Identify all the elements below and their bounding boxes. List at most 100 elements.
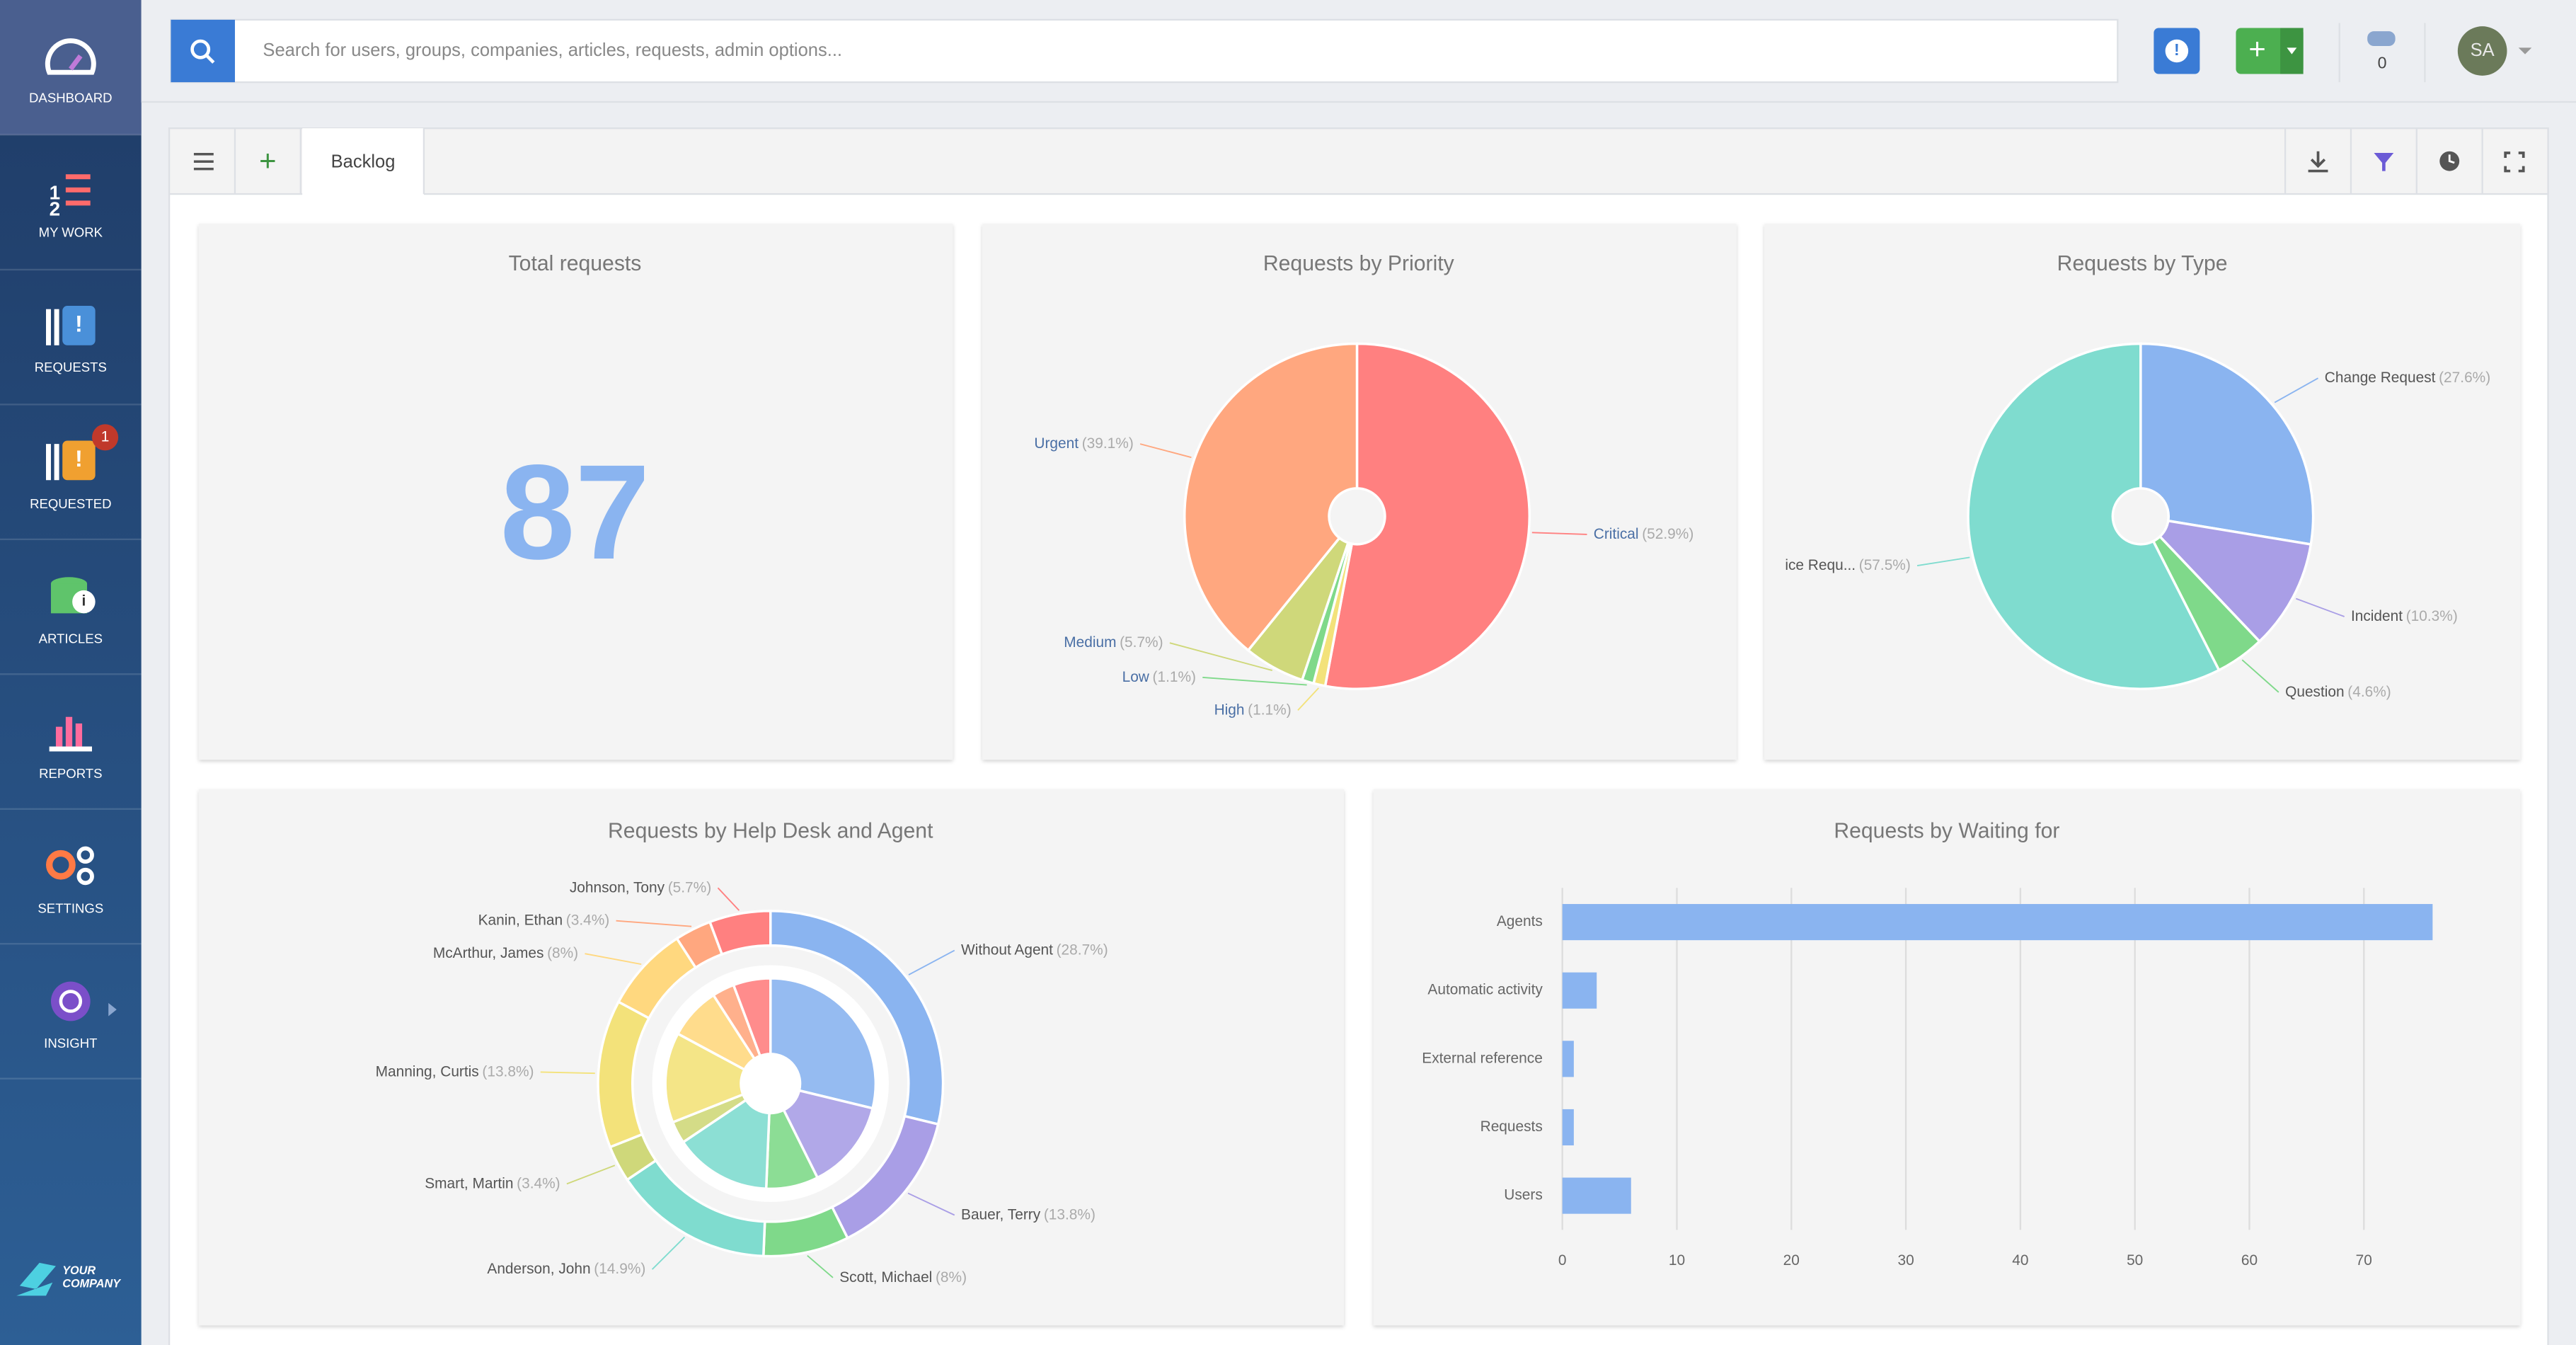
history-icon xyxy=(2448,154,2455,164)
badge-count: 1 xyxy=(101,428,110,445)
label-name: Anderson, John xyxy=(487,1261,590,1277)
filter-button[interactable] xyxy=(2374,153,2394,171)
bar xyxy=(1562,972,1597,1009)
leader-line xyxy=(1139,443,1192,459)
bar xyxy=(1562,1177,1631,1214)
sidebar-item[interactable] xyxy=(0,0,142,134)
mywork-icon: 1 xyxy=(50,181,60,203)
sidebar-item[interactable] xyxy=(0,404,142,539)
label-name: Without Agent xyxy=(961,942,1053,958)
y-tick-label: Agents xyxy=(1497,913,1543,929)
label-name: Low xyxy=(1122,668,1150,685)
sidebar-label: REQUESTED xyxy=(30,496,111,511)
menu-icon xyxy=(193,160,214,163)
logo-text: YOUR xyxy=(62,1264,96,1277)
chart-title: Requests by Type xyxy=(2057,252,2228,275)
slice-label: Scott, Michael (8%) xyxy=(839,1269,967,1285)
slice-label: Low (1.1%) xyxy=(1122,668,1196,685)
tab-active[interactable] xyxy=(302,128,424,196)
label-value: (14.9%) xyxy=(594,1261,645,1277)
chart-title: Requests by Waiting for xyxy=(1834,819,2059,842)
sidebar-item[interactable] xyxy=(0,809,142,944)
label-value: (13.8%) xyxy=(1044,1206,1096,1223)
outer-slice xyxy=(708,910,772,956)
counter: 0 xyxy=(2378,54,2387,72)
slice-label: Kanin, Ethan (3.4%) xyxy=(478,912,610,928)
x-tick-label: 60 xyxy=(2241,1252,2258,1269)
label-value: (57.5%) xyxy=(1859,557,1911,573)
label-name: Change Request xyxy=(2325,370,2436,386)
leader-line xyxy=(2274,377,2318,404)
menu-icon xyxy=(193,153,214,156)
avatar-caret[interactable] xyxy=(2518,47,2532,55)
sidebar-label: REQUESTS xyxy=(35,360,107,374)
slice xyxy=(1323,342,1531,690)
slice-label: Incident (10.3%) xyxy=(2351,608,2458,624)
slice-label: Question (4.6%) xyxy=(2285,683,2391,699)
charts: Total requests 87 Requests by Priority Crit… xyxy=(376,252,2491,1285)
label-name: Scott, Michael xyxy=(839,1269,932,1285)
sidebar-item[interactable] xyxy=(0,134,142,269)
create-caret xyxy=(2287,47,2297,55)
sidebar-item[interactable] xyxy=(0,539,142,674)
create-icon: + xyxy=(2248,32,2265,65)
search-button[interactable] xyxy=(171,19,235,83)
reports-icon xyxy=(55,726,63,747)
x-tick-label: 70 xyxy=(2356,1252,2372,1269)
fullscreen-button[interactable] xyxy=(2504,151,2525,173)
mywork-icon xyxy=(65,200,91,206)
slice-label: Bauer, Terry (13.8%) xyxy=(961,1206,1096,1223)
counter-icon[interactable] xyxy=(2367,31,2396,47)
slice-label: Anderson, John (14.9%) xyxy=(487,1261,645,1277)
slice-label: High (1.1%) xyxy=(1214,702,1292,718)
requested-icon xyxy=(62,440,96,481)
x-tick-label: 40 xyxy=(2012,1252,2028,1269)
y-tick-label: Users xyxy=(1504,1187,1543,1203)
download-button[interactable] xyxy=(2308,151,2328,173)
sidebar-label: MY WORK xyxy=(39,225,103,240)
label-value: (39.1%) xyxy=(1082,435,1134,452)
leader-line xyxy=(1169,642,1272,671)
leader-line xyxy=(2296,597,2345,617)
articles-icon: i xyxy=(81,593,86,609)
sidebar-item[interactable] xyxy=(0,944,142,1078)
requested-icon: ! xyxy=(75,446,83,471)
x-tick-label: 0 xyxy=(1558,1252,1567,1269)
search-placeholder: Search for users, groups, companies, art… xyxy=(263,40,842,60)
search-box[interactable] xyxy=(170,18,2119,84)
avatar[interactable] xyxy=(2457,26,2507,76)
mywork-icon: 2 xyxy=(50,198,60,220)
requests-icon: ! xyxy=(75,311,83,336)
y-tick-label: External reference xyxy=(1422,1050,1543,1066)
menu-icon xyxy=(193,167,214,171)
x-tick-label: 20 xyxy=(1783,1252,1800,1269)
sidebar-item[interactable] xyxy=(0,270,142,404)
slice-label: Without Agent (28.7%) xyxy=(961,942,1108,958)
search-icon xyxy=(190,39,211,59)
slice-label: Critical (52.9%) xyxy=(1594,525,1694,542)
settings-icon xyxy=(76,846,94,864)
label-name: Manning, Curtis xyxy=(376,1063,479,1080)
inner-slice xyxy=(732,977,772,1058)
slice-label: Change Request (27.6%) xyxy=(2325,370,2490,386)
inner-slice xyxy=(769,977,877,1110)
requests-icon xyxy=(62,306,96,345)
reports-icon xyxy=(49,746,92,752)
sidebar-label: REPORTS xyxy=(39,766,102,781)
leader-line xyxy=(1916,556,1970,566)
add-tab[interactable]: + xyxy=(259,144,276,177)
sidebar-item[interactable] xyxy=(0,674,142,808)
menu-button[interactable] xyxy=(193,153,214,171)
insight-arrow[interactable] xyxy=(108,1002,117,1017)
sidebar-items: 1 2 ! ! 1 i YOUR COMPANY DASHBOARD MY WOR… xyxy=(0,0,142,1296)
x-tick-label: 10 xyxy=(1669,1252,1685,1269)
label-value: (5.7%) xyxy=(1120,634,1163,651)
leader-line xyxy=(807,1254,834,1278)
kpi-value: 87 xyxy=(500,437,650,588)
inner-slice xyxy=(782,1089,875,1180)
slice xyxy=(2158,519,2313,643)
label-value: (1.1%) xyxy=(1248,702,1291,718)
slice-label: Medium (5.7%) xyxy=(1064,634,1163,651)
label-value: (52.9%) xyxy=(1642,525,1694,542)
